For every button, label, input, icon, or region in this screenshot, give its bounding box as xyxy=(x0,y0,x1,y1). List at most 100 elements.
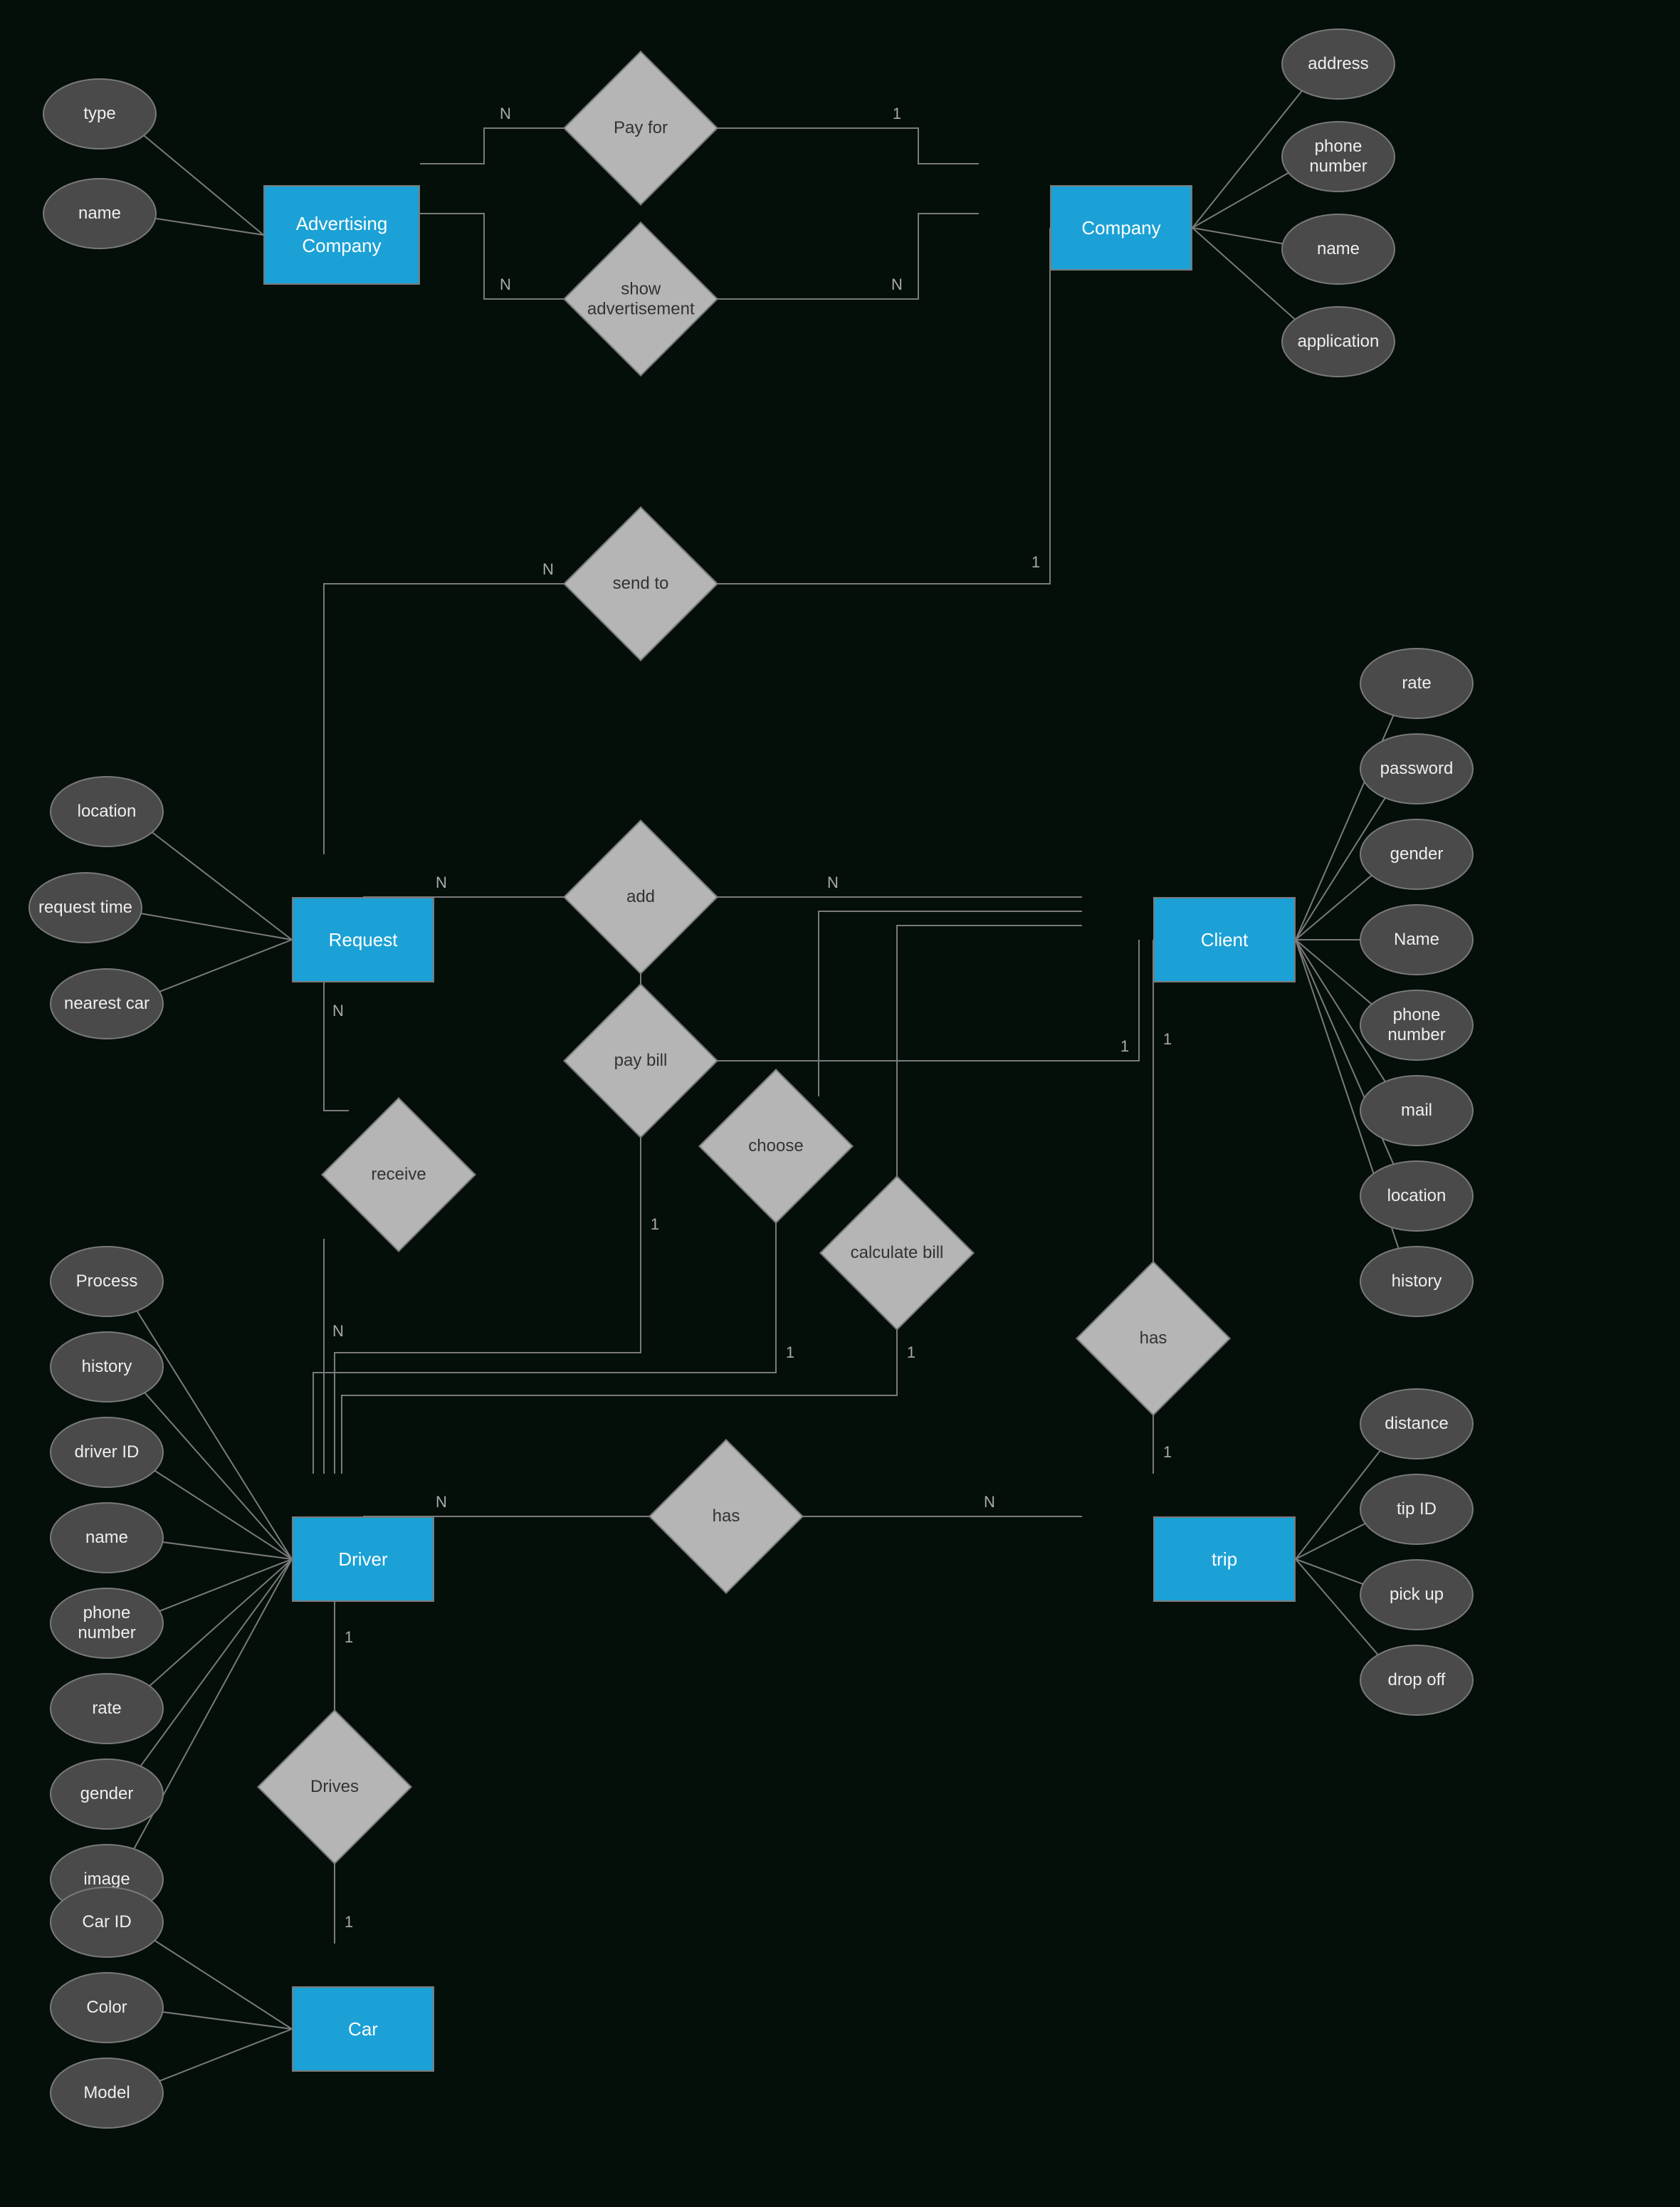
edge xyxy=(313,1221,776,1474)
attribute-label: Process xyxy=(76,1272,138,1291)
cardinality-label: 1 xyxy=(1163,1443,1172,1462)
attribute-label: gender xyxy=(80,1784,134,1804)
attribute-req-time: request time xyxy=(28,872,142,943)
attribute-label: rate xyxy=(1402,673,1431,693)
cardinality-label: N xyxy=(500,276,511,294)
relationship-label: pay bill xyxy=(587,1051,694,1071)
attribute-tr-pick: pick up xyxy=(1360,1559,1474,1630)
er-canvas: Advertising CompanyCompanyRequestClientD… xyxy=(0,0,1680,2207)
attribute-label: history xyxy=(82,1357,132,1377)
cardinality-label: N xyxy=(984,1493,995,1511)
relationship-receive: receive xyxy=(321,1097,476,1252)
cardinality-label: N xyxy=(436,874,447,892)
relationship-choose: choose xyxy=(698,1069,854,1224)
attribute-label: name xyxy=(78,204,121,224)
edge xyxy=(420,128,566,164)
attribute-dr-name: name xyxy=(50,1502,164,1573)
edge xyxy=(715,214,979,299)
relationship-addreq: add xyxy=(563,819,718,975)
attribute-co-address: address xyxy=(1281,28,1395,100)
entity-client: Client xyxy=(1153,897,1296,982)
attribute-edge xyxy=(147,1559,292,1689)
attribute-car-color: Color xyxy=(50,1972,164,2043)
cardinality-label: 1 xyxy=(345,1913,353,1931)
attribute-label: phone number xyxy=(1364,1005,1469,1045)
relationship-payfor: Pay for xyxy=(563,51,718,206)
relationship-drives: Drives xyxy=(257,1709,412,1865)
cardinality-label: N xyxy=(542,560,554,579)
attribute-cl-loc: location xyxy=(1360,1160,1474,1232)
attribute-label: pick up xyxy=(1390,1585,1444,1605)
attribute-label: location xyxy=(1387,1186,1447,1206)
attribute-tr-id: tip ID xyxy=(1360,1474,1474,1545)
attribute-label: rate xyxy=(92,1699,121,1719)
attribute-dr-rate: rate xyxy=(50,1673,164,1744)
entity-label: Car xyxy=(348,2018,378,2040)
attribute-dr-id: driver ID xyxy=(50,1417,164,1488)
attribute-label: tip ID xyxy=(1397,1499,1437,1519)
relationship-label: receive xyxy=(345,1165,452,1185)
attribute-label: phone number xyxy=(54,1603,159,1643)
attribute-car-id: Car ID xyxy=(50,1887,164,1958)
edge xyxy=(715,128,979,164)
relationship-label: show advertisement xyxy=(587,279,695,319)
relationship-label: has xyxy=(1100,1328,1207,1348)
attribute-edge xyxy=(135,1308,292,1559)
entity-label: trip xyxy=(1212,1548,1237,1571)
attribute-cl-name: Name xyxy=(1360,904,1474,975)
cardinality-label: N xyxy=(332,1002,344,1020)
entity-label: Client xyxy=(1201,929,1248,951)
attribute-edge xyxy=(155,940,292,993)
attribute-edge xyxy=(151,1468,292,1559)
attribute-dr-phone: phone number xyxy=(50,1588,164,1659)
relationship-sendto: send to xyxy=(563,506,718,661)
attribute-cl-pass: password xyxy=(1360,733,1474,804)
attribute-label: request time xyxy=(38,898,132,918)
attribute-label: nearest car xyxy=(64,994,149,1014)
relationship-drvhas: has xyxy=(649,1439,804,1594)
attribute-edge xyxy=(142,1390,292,1559)
cardinality-label: N xyxy=(500,105,511,123)
attribute-edge xyxy=(151,1938,292,2029)
entity-trip: trip xyxy=(1153,1516,1296,1602)
attribute-adv-type: type xyxy=(43,78,157,150)
attribute-edge xyxy=(150,218,263,235)
entity-car: Car xyxy=(292,1986,434,2072)
cardinality-label: 1 xyxy=(1120,1037,1129,1056)
attribute-dr-hist: history xyxy=(50,1331,164,1403)
edge xyxy=(715,940,1139,1061)
cardinality-label: N xyxy=(827,874,839,892)
attribute-tr-dist: distance xyxy=(1360,1388,1474,1459)
edge xyxy=(819,911,1082,1096)
edge xyxy=(897,926,1082,1178)
attribute-label: mail xyxy=(1401,1101,1432,1121)
attribute-edge xyxy=(1192,228,1288,244)
attribute-label: phone number xyxy=(1286,137,1391,177)
entity-company: Company xyxy=(1050,185,1192,271)
attribute-edge xyxy=(141,133,263,235)
attribute-co-name: name xyxy=(1281,214,1395,285)
relationship-label: choose xyxy=(723,1136,829,1156)
entity-label: Request xyxy=(329,929,398,951)
attribute-edge xyxy=(155,1559,292,1613)
attribute-adv-name: name xyxy=(43,178,157,249)
entity-label: Driver xyxy=(338,1548,387,1571)
relationship-label: calculate bill xyxy=(844,1243,950,1263)
edge xyxy=(715,228,1050,584)
cardinality-label: N xyxy=(332,1322,344,1341)
attribute-label: Color xyxy=(86,1998,127,2018)
attribute-label: Car ID xyxy=(82,1912,131,1932)
relationship-label: Drives xyxy=(281,1777,388,1797)
attribute-label: address xyxy=(1308,54,1368,74)
attribute-co-app: application xyxy=(1281,306,1395,377)
attribute-label: location xyxy=(78,802,137,822)
attribute-label: name xyxy=(1317,239,1360,259)
attribute-label: history xyxy=(1392,1272,1442,1291)
attribute-edge xyxy=(158,1541,292,1559)
attribute-cl-gender: gender xyxy=(1360,819,1474,890)
cardinality-label: N xyxy=(891,276,903,294)
attribute-label: driver ID xyxy=(75,1442,140,1462)
attribute-dr-gender: gender xyxy=(50,1758,164,1830)
cardinality-label: 1 xyxy=(345,1628,353,1647)
cardinality-label: 1 xyxy=(651,1215,659,1234)
